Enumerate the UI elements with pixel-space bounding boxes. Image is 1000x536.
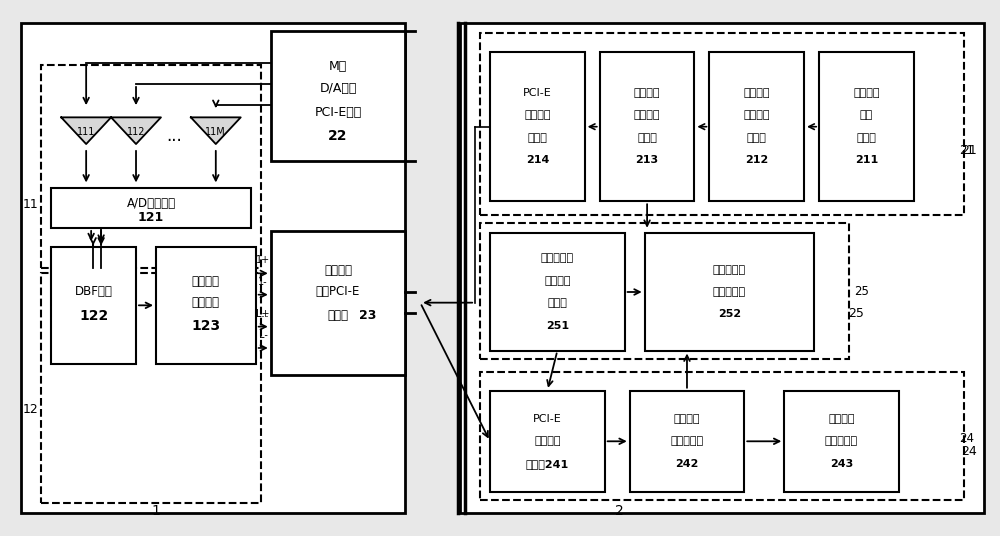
- Text: PCI-E: PCI-E: [523, 88, 552, 98]
- Text: 213: 213: [636, 155, 659, 165]
- Text: 251: 251: [546, 321, 569, 331]
- Text: 数据PCI-E: 数据PCI-E: [316, 286, 360, 299]
- Text: 21: 21: [959, 144, 974, 157]
- Text: 111: 111: [77, 127, 95, 137]
- Bar: [271, 230, 405, 375]
- Polygon shape: [111, 117, 161, 144]
- Bar: [490, 391, 605, 492]
- Text: 24: 24: [959, 432, 974, 445]
- Text: 接收子模块: 接收子模块: [670, 436, 704, 446]
- Bar: [630, 391, 744, 492]
- Text: 123: 123: [191, 318, 220, 332]
- Bar: [784, 391, 899, 492]
- Bar: [490, 233, 625, 351]
- Text: 1: 1: [152, 504, 160, 518]
- Text: 波束数据: 波束数据: [192, 275, 220, 288]
- Text: 评估子模块: 评估子模块: [825, 436, 858, 446]
- Text: 发送模块: 发送模块: [192, 296, 220, 309]
- Text: A/D接口模块: A/D接口模块: [126, 197, 176, 210]
- Text: 23: 23: [359, 309, 377, 323]
- Text: 波束方向图: 波束方向图: [713, 265, 746, 274]
- Text: 25: 25: [854, 286, 869, 299]
- Text: 数据采集: 数据采集: [534, 436, 561, 446]
- Text: M路: M路: [329, 60, 347, 73]
- Bar: [480, 222, 849, 359]
- Bar: [480, 33, 964, 215]
- Bar: [480, 372, 964, 500]
- Text: 空间扫描与: 空间扫描与: [541, 254, 574, 263]
- Text: L+: L+: [256, 309, 270, 319]
- Text: 数据发送: 数据发送: [524, 110, 551, 121]
- Text: 子模块: 子模块: [547, 298, 567, 308]
- Text: 子模块: 子模块: [527, 133, 547, 143]
- Text: 子模块: 子模块: [857, 133, 876, 143]
- Bar: [490, 52, 585, 202]
- Bar: [271, 31, 405, 161]
- Text: 121: 121: [138, 211, 164, 224]
- Polygon shape: [191, 117, 241, 144]
- Text: 信道模拟: 信道模拟: [744, 110, 770, 121]
- Text: 2: 2: [615, 504, 624, 518]
- Text: 11M: 11M: [205, 127, 226, 137]
- Text: PCI-E: PCI-E: [533, 414, 562, 424]
- Bar: [21, 23, 405, 513]
- Text: 12: 12: [23, 403, 38, 416]
- Text: 243: 243: [830, 459, 853, 468]
- Text: 天线阵列: 天线阵列: [634, 88, 660, 98]
- Bar: [41, 65, 261, 268]
- Text: 差分串行: 差分串行: [324, 264, 352, 277]
- Text: 卫星通信: 卫星通信: [744, 88, 770, 98]
- Text: 子模块: 子模块: [747, 133, 767, 143]
- Text: 212: 212: [745, 155, 768, 165]
- Text: 1-: 1-: [258, 277, 268, 287]
- Text: 22: 22: [328, 129, 348, 143]
- Bar: [41, 273, 261, 503]
- Polygon shape: [61, 117, 111, 144]
- Bar: [645, 233, 814, 351]
- Text: 112: 112: [127, 127, 145, 137]
- Text: 子模块: 子模块: [637, 133, 657, 143]
- Text: 绘制子模块: 绘制子模块: [713, 287, 746, 297]
- Text: ...: ...: [166, 126, 182, 145]
- Text: 24: 24: [961, 445, 976, 458]
- Text: PCI-E板卡: PCI-E板卡: [314, 106, 362, 118]
- Text: ...: ...: [257, 307, 269, 320]
- Text: 生成: 生成: [860, 110, 873, 121]
- Bar: [156, 247, 256, 364]
- Bar: [51, 188, 251, 228]
- Bar: [709, 52, 804, 202]
- Text: 模拟接收: 模拟接收: [634, 110, 660, 121]
- Text: 21: 21: [961, 144, 976, 157]
- Text: 11: 11: [23, 197, 38, 211]
- Text: 卫星通信: 卫星通信: [674, 414, 700, 424]
- Bar: [51, 247, 136, 364]
- Bar: [819, 52, 914, 202]
- Text: 通信性能: 通信性能: [828, 414, 855, 424]
- Text: 214: 214: [526, 155, 549, 165]
- Bar: [600, 52, 694, 202]
- Text: 1+: 1+: [256, 255, 270, 265]
- Bar: [460, 23, 984, 513]
- Text: DBF模块: DBF模块: [75, 286, 113, 299]
- Text: 测试信号: 测试信号: [853, 88, 880, 98]
- Text: 211: 211: [855, 155, 878, 165]
- Text: 252: 252: [718, 309, 741, 319]
- Text: D/A转换: D/A转换: [319, 81, 357, 94]
- Text: 采集卡: 采集卡: [327, 309, 348, 323]
- Text: 242: 242: [675, 459, 699, 468]
- Text: 能量累积: 能量累积: [544, 276, 571, 286]
- Text: 25: 25: [848, 307, 864, 320]
- Text: 子模块241: 子模块241: [526, 459, 569, 468]
- Text: 122: 122: [79, 309, 108, 323]
- Text: L-: L-: [259, 330, 268, 340]
